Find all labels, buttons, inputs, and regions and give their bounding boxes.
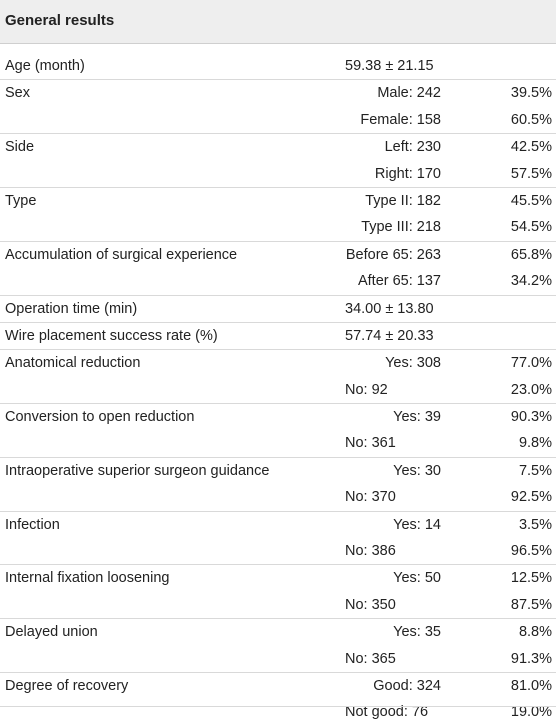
- table-row: Female: 158 60.5%: [0, 107, 556, 133]
- table-row: Operation time (min) 34.00 ± 13.80: [0, 294, 556, 322]
- row-value: Yes: 14: [393, 516, 441, 533]
- row-value: No: 92: [345, 381, 388, 398]
- table-row: No: 365 91.3%: [0, 646, 556, 672]
- row-percentage: 12.5%: [510, 570, 552, 587]
- row-label: Type: [5, 192, 37, 209]
- row-percentage: 54.5%: [510, 219, 552, 236]
- table-row: Sex Male: 242 39.5%: [0, 79, 556, 106]
- table-row: No: 361 9.8%: [0, 430, 556, 456]
- table-header: General results: [0, 0, 556, 44]
- table-row: Wire placement success rate (%) 57.74 ± 2…: [0, 321, 556, 349]
- table-row: Type III: 218 54.5%: [0, 214, 556, 240]
- row-value: 59.38 ± 21.15: [345, 58, 434, 74]
- table-row: Anatomical reduction Yes: 308 77.0%: [0, 349, 556, 376]
- row-value: Female: 158: [360, 111, 441, 128]
- row-percentage: 7.5%: [518, 462, 552, 479]
- table-row: Right: 170 57.5%: [0, 161, 556, 187]
- row-value: Right: 170: [374, 165, 441, 182]
- row-percentage: 96.5%: [510, 543, 552, 560]
- row-value: After 65: 137: [357, 273, 441, 290]
- row-label: Wire placement success rate (%): [5, 327, 218, 344]
- row-label: Anatomical reduction: [5, 355, 141, 372]
- table-body: Age (month) 59.38 ± 21.15 Sex Male: 242 39.5…: [0, 53, 556, 726]
- row-value: Yes: 35: [393, 624, 441, 641]
- table-row: Degree of recovery Good: 324 81.0%: [0, 671, 556, 699]
- row-value: Yes: 39: [393, 409, 441, 426]
- row-label: Degree of recovery: [5, 677, 129, 694]
- row-value: Good: 324: [373, 677, 441, 694]
- row-label: Accumulation of surgical experience: [5, 246, 238, 263]
- row-percentage: 57.5%: [510, 165, 552, 182]
- row-percentage: 42.5%: [510, 139, 552, 156]
- row-value: Male: 242: [377, 85, 441, 102]
- row-percentage: 77.0%: [510, 355, 552, 372]
- row-value: Left: 230: [384, 139, 441, 156]
- row-label: Delayed union: [5, 624, 98, 641]
- row-percentage: 87.5%: [510, 596, 552, 613]
- table-row: Accumulation of surgical experience Befor…: [0, 240, 556, 268]
- row-value: Type III: 218: [361, 219, 441, 236]
- row-percentage: 92.5%: [510, 489, 552, 506]
- row-percentage: 60.5%: [510, 111, 552, 128]
- table-row: Side Left: 230 42.5%: [0, 133, 556, 160]
- table-row: No: 350 87.5%: [0, 592, 556, 618]
- table-row: Intraoperative superior surgeon guidance…: [0, 456, 556, 484]
- row-value: No: 361: [345, 435, 396, 452]
- row-value: Yes: 50: [393, 570, 441, 587]
- row-percentage: 90.3%: [510, 409, 552, 426]
- row-label: Age (month): [5, 58, 85, 74]
- row-percentage: 34.2%: [510, 273, 552, 290]
- table-row: No: 370 92.5%: [0, 484, 556, 510]
- row-value: No: 370: [345, 489, 396, 506]
- row-percentage: 3.5%: [518, 516, 552, 533]
- table-row: Type Type II: 182 45.5%: [0, 186, 556, 214]
- row-label: Side: [5, 139, 35, 156]
- row-percentage: 23.0%: [510, 381, 552, 398]
- row-label: Conversion to open reduction: [5, 409, 195, 426]
- table-row: Age (month) 59.38 ± 21.15: [0, 53, 556, 79]
- row-value: 57.74 ± 20.33: [345, 327, 434, 344]
- row-percentage: 91.3%: [510, 650, 552, 667]
- row-value: 34.00 ± 13.80: [345, 300, 434, 317]
- table-row: Delayed union Yes: 35 8.8%: [0, 618, 556, 645]
- table-row: After 65: 137 34.2%: [0, 268, 556, 294]
- table-row: Internal fixation loosening Yes: 50 12.5%: [0, 564, 556, 591]
- row-value: No: 350: [345, 596, 396, 613]
- row-label: Internal fixation loosening: [5, 570, 170, 587]
- table-title: General results: [5, 12, 115, 29]
- row-value: Yes: 30: [393, 462, 441, 479]
- row-value: Type II: 182: [365, 192, 441, 209]
- table-row: Conversion to open reduction Yes: 39 90.3%: [0, 403, 556, 430]
- row-label: Infection: [5, 516, 60, 533]
- row-value: No: 386: [345, 543, 396, 560]
- row-percentage: 39.5%: [510, 85, 552, 102]
- row-percentage: 8.8%: [518, 624, 552, 641]
- row-label: Operation time (min): [5, 300, 138, 317]
- table-row: No: 92 23.0%: [0, 377, 556, 403]
- table-row: Infection Yes: 14 3.5%: [0, 510, 556, 538]
- table-row: Not good: 76 19.0%: [0, 699, 556, 725]
- table-row: No: 386 96.5%: [0, 538, 556, 564]
- row-value: No: 365: [345, 650, 396, 667]
- row-percentage: 9.8%: [518, 435, 552, 452]
- row-percentage: 81.0%: [510, 677, 552, 694]
- row-percentage: 65.8%: [510, 246, 552, 263]
- row-value: Before 65: 263: [345, 246, 441, 263]
- bottom-rule: [0, 706, 556, 707]
- row-label: Sex: [5, 85, 30, 102]
- row-percentage: 45.5%: [510, 192, 552, 209]
- row-label: Intraoperative superior surgeon guidance: [5, 462, 270, 479]
- row-value: Yes: 308: [385, 355, 441, 372]
